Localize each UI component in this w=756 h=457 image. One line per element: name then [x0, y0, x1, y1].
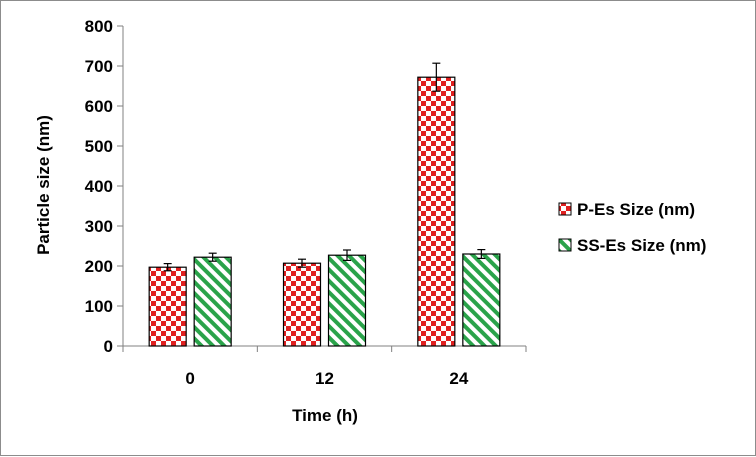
y-tick-label: 500	[85, 137, 113, 156]
error-bar-p-es	[298, 258, 306, 268]
y-tick-label: 400	[85, 177, 113, 196]
bar-ss-es	[193, 256, 232, 347]
bars	[148, 62, 501, 347]
x-axis-title: Time (h)	[292, 406, 358, 425]
bar-ss-es	[327, 254, 367, 347]
x-tick-label: 12	[315, 369, 334, 388]
error-bar-p-es	[432, 62, 441, 92]
y-tick-label: 200	[85, 257, 113, 276]
y-tick-label: 300	[85, 217, 113, 236]
y-axis-title: Particle size (nm)	[34, 115, 53, 255]
legend-label-ss-es: SS-Es Size (nm)	[577, 236, 706, 255]
bar-p-es	[417, 76, 456, 347]
legend-label-p-es: P-Es Size (nm)	[577, 200, 695, 219]
legend-swatch-p-es	[558, 202, 572, 216]
x-tick-label: 24	[449, 369, 468, 388]
y-tick-label: 0	[104, 337, 113, 356]
error-bar-ss-es	[477, 249, 486, 259]
x-tick-label: 0	[185, 369, 194, 388]
y-tick-label: 600	[85, 97, 113, 116]
legend: P-Es Size (nm) SS-Es Size (nm)	[558, 200, 706, 255]
y-tick-label: 700	[85, 57, 113, 76]
error-bar-p-es	[163, 263, 172, 272]
error-bar-ss-es	[208, 252, 217, 262]
bar-ss-es	[462, 253, 501, 347]
y-axis: 0 100 200 300 400 500 600 700 800	[85, 17, 124, 356]
bar-p-es	[148, 266, 187, 347]
x-axis: 0 12 24	[122, 345, 527, 388]
y-tick-label: 800	[85, 17, 113, 36]
bar-p-es	[282, 262, 322, 347]
error-bar-ss-es	[343, 249, 351, 261]
legend-swatch-ss-es	[558, 238, 572, 252]
y-tick-label: 100	[85, 297, 113, 316]
